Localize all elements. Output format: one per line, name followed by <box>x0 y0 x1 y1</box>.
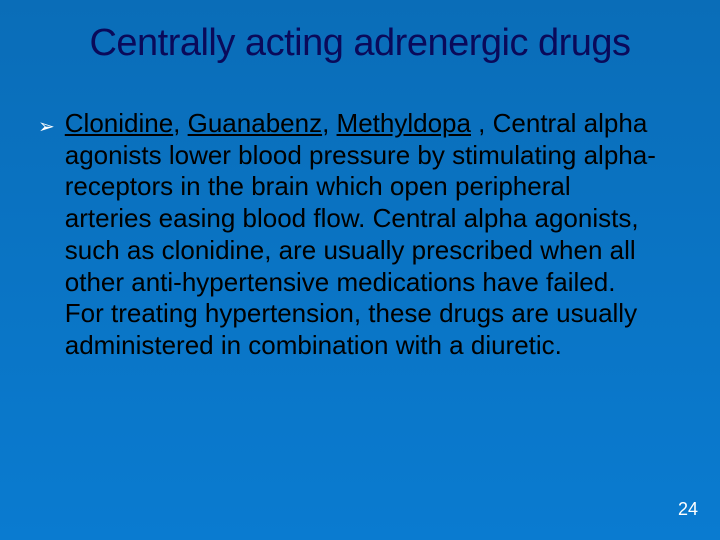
after-drugs: , <box>471 108 493 138</box>
drug-link-clonidine[interactable]: Clonidine <box>65 108 173 138</box>
bullet-icon: ➢ <box>38 114 55 139</box>
slide: Centrally acting adrenergic drugs ➢ Clon… <box>0 0 720 540</box>
separator: , <box>173 108 187 138</box>
page-number: 24 <box>678 499 698 520</box>
drug-link-guanabenz[interactable]: Guanabenz <box>188 108 322 138</box>
body-text: Clonidine, Guanabenz, Methyldopa , Centr… <box>65 108 660 362</box>
body-rest: Central alpha agonists lower blood press… <box>65 108 656 360</box>
body-block: ➢ Clonidine, Guanabenz, Methyldopa , Cen… <box>38 108 660 362</box>
drug-link-methyldopa[interactable]: Methyldopa <box>337 108 471 138</box>
separator: , <box>322 108 336 138</box>
slide-title: Centrally acting adrenergic drugs <box>0 22 720 65</box>
